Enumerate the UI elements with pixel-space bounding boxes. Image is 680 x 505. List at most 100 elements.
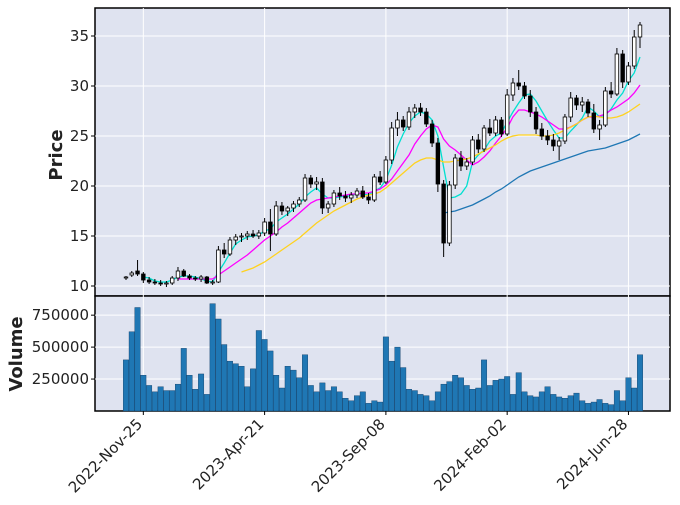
candle-body xyxy=(574,97,579,106)
candle-body xyxy=(291,203,296,209)
candle-body xyxy=(135,270,140,275)
candle-body xyxy=(198,276,204,280)
candle-body xyxy=(556,140,562,147)
volume-bar xyxy=(255,330,262,412)
candle xyxy=(499,117,504,137)
candle-body xyxy=(539,128,545,137)
volume-bar xyxy=(498,378,505,412)
candle-body xyxy=(360,190,365,198)
candle xyxy=(395,112,400,136)
volume-axis-label: Volume xyxy=(6,316,27,391)
volume-bar xyxy=(550,394,557,412)
candle xyxy=(493,116,498,136)
candle xyxy=(551,134,556,151)
candle-body xyxy=(302,177,308,201)
candle xyxy=(568,92,573,122)
volume-bar xyxy=(596,399,603,412)
candle xyxy=(175,267,181,281)
candle-body xyxy=(233,236,238,241)
volume-bar xyxy=(203,394,210,412)
candle xyxy=(585,99,591,117)
candle-body xyxy=(146,279,152,283)
candle xyxy=(337,187,342,200)
candle-body xyxy=(152,281,158,284)
candle-body xyxy=(470,139,475,163)
volume-bar xyxy=(192,389,199,412)
candle-body xyxy=(464,161,469,167)
volume-bar xyxy=(567,395,574,412)
candle-body xyxy=(331,192,337,205)
volume-bar xyxy=(492,380,499,412)
candle xyxy=(285,206,290,216)
volume-bar xyxy=(538,391,545,412)
candle xyxy=(377,171,383,185)
candle-body xyxy=(603,90,608,126)
candle xyxy=(614,48,620,96)
price-tick-label: 10 xyxy=(70,277,89,295)
candle xyxy=(141,272,146,283)
candle-body xyxy=(210,281,215,284)
volume-bar xyxy=(140,375,147,412)
candle-body xyxy=(637,24,643,38)
candle xyxy=(406,107,412,130)
volume-bar xyxy=(296,377,303,412)
candle-body xyxy=(441,183,446,244)
candle xyxy=(435,138,441,192)
candle-body xyxy=(193,277,198,280)
volume-bar xyxy=(157,386,164,412)
volume-bar xyxy=(365,403,372,412)
candle xyxy=(476,134,481,153)
candle xyxy=(227,237,233,256)
candle xyxy=(453,154,458,189)
volume-bar xyxy=(631,387,638,412)
candle-body xyxy=(632,36,637,67)
price-grid xyxy=(95,8,670,296)
candle-body xyxy=(308,177,313,185)
volume-bar xyxy=(198,373,205,412)
candle-body xyxy=(568,97,573,118)
volume-bar xyxy=(637,354,643,412)
candle xyxy=(250,230,256,238)
volume-bar xyxy=(458,377,464,412)
volume-bar xyxy=(169,390,176,412)
x-tick-label: 2023-Apr-21 xyxy=(189,415,267,493)
candle xyxy=(343,191,348,202)
price-tick-label: 15 xyxy=(70,227,89,245)
volume-bar xyxy=(273,375,280,412)
volume-bar xyxy=(359,391,366,412)
candle-body xyxy=(447,184,452,244)
candle xyxy=(273,201,279,236)
volume-bar xyxy=(400,367,407,412)
candle-body xyxy=(406,111,412,128)
candle xyxy=(447,181,452,246)
volume-bar xyxy=(319,382,326,412)
moving-average-line-3 xyxy=(241,103,641,273)
candle xyxy=(170,276,175,285)
candle xyxy=(637,22,643,48)
volume-bar xyxy=(579,400,586,412)
volume-bar xyxy=(232,363,239,412)
candle-body xyxy=(453,157,458,186)
candle xyxy=(562,114,568,144)
volume-bar xyxy=(602,403,609,412)
volume-bar xyxy=(533,396,539,412)
candle xyxy=(470,136,475,165)
volume-bar xyxy=(521,391,528,412)
candle-body xyxy=(279,205,285,212)
candle xyxy=(533,107,539,134)
candle xyxy=(626,62,631,85)
candle-body xyxy=(273,205,279,235)
volume-bar xyxy=(590,401,597,412)
volume-bar xyxy=(307,385,314,412)
candle xyxy=(597,120,602,140)
moving-average-line-1 xyxy=(143,56,641,283)
candle xyxy=(528,90,533,117)
candle-body xyxy=(129,272,134,276)
candle-body xyxy=(597,124,602,130)
volume-bar xyxy=(619,400,626,412)
volume-bar xyxy=(544,386,551,412)
price-panel-background xyxy=(94,7,671,297)
candle-body xyxy=(510,82,516,96)
candles xyxy=(123,22,643,287)
x-tick-label: 2023-Sep-08 xyxy=(308,415,389,496)
